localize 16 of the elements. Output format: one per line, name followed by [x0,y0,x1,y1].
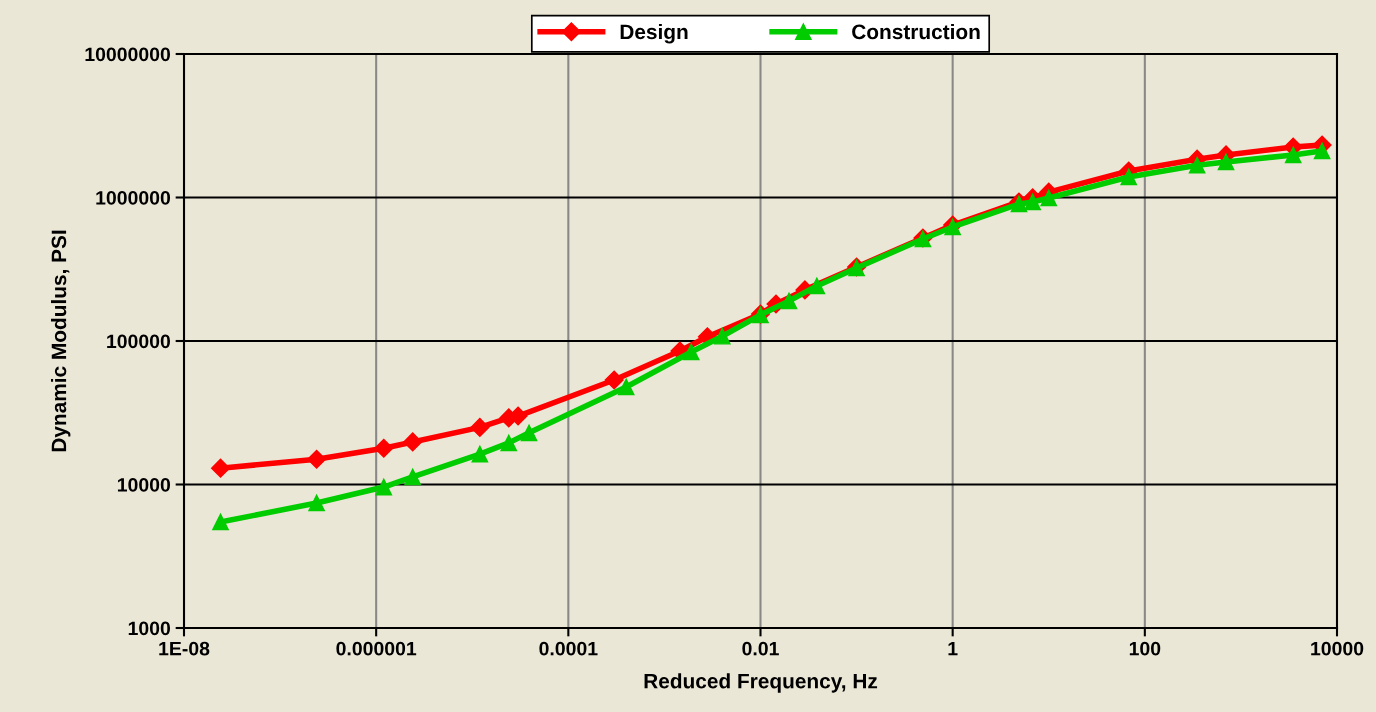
y-tick-label: 10000 [117,477,171,492]
y-axis-title: Dynamic Modulus, PSI [50,230,71,452]
x-tick-label: 10000 [1311,641,1364,656]
legend-label: Construction [852,23,980,40]
x-tick-label: 1 [948,641,958,656]
x-tick-label: 100 [1129,641,1161,656]
y-tick-label: 10000000 [85,47,171,62]
x-tick-label: 0.0001 [539,641,598,656]
x-axis-title: Reduced Frequency, Hz [644,673,878,693]
x-tick-label: 0.000001 [336,641,417,656]
legend-label: Design [620,23,688,44]
x-tick-label: 1E-08 [159,641,210,656]
y-tick-label: 1000000 [96,190,171,205]
x-tick-label: 0.01 [742,641,779,656]
y-tick-label: 1000 [128,621,171,636]
y-tick-label: 100000 [107,334,171,349]
